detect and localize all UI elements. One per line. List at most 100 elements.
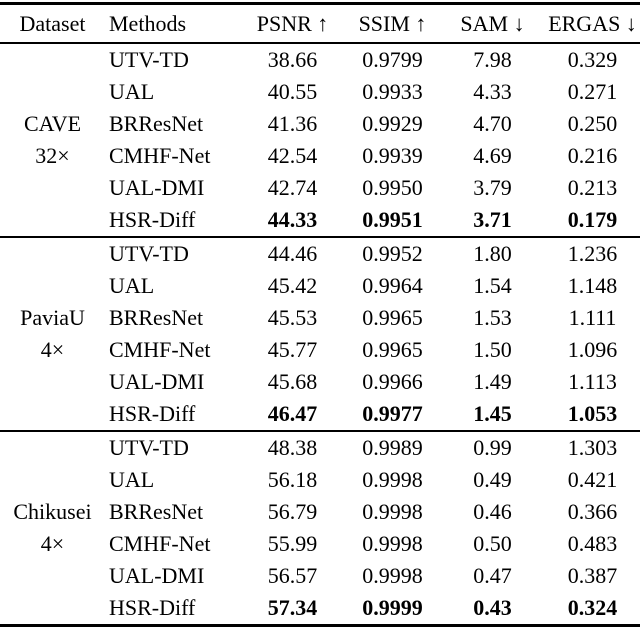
dataset-label-paviau: PaviaU 4×: [0, 237, 105, 431]
psnr-cell: 56.79: [267, 499, 318, 524]
method-cell: UAL: [109, 79, 155, 104]
psnr-cell: 46.47: [267, 401, 318, 426]
ssim-cell: 0.9929: [362, 111, 423, 136]
psnr-cell: 42.74: [267, 175, 318, 200]
group-chikusei: Chikusei 4× UTV-TD 48.38 0.9989 0.99 1.3…: [0, 431, 640, 626]
method-cell: HSR-Diff: [109, 207, 196, 232]
ssim-cell: 0.9989: [362, 435, 423, 460]
method-cell: UAL-DMI: [109, 563, 205, 588]
table-row-best: HSR-Diff 57.34 0.9999 0.43 0.324: [0, 592, 640, 626]
ssim-cell: 0.9966: [362, 369, 423, 394]
sam-cell: 3.79: [473, 175, 512, 200]
table-row: UAL 40.55 0.9933 4.33 0.271: [0, 76, 640, 108]
psnr-cell: 57.34: [267, 595, 318, 620]
ergas-cell: 0.250: [567, 111, 618, 136]
col-header-dataset: Dataset: [19, 10, 86, 36]
ssim-cell: 0.9965: [362, 305, 423, 330]
dataset-label-chikusei: Chikusei 4×: [0, 431, 105, 626]
table-row: UAL-DMI 42.74 0.9950 3.79 0.213: [0, 172, 640, 204]
dataset-scale: 4×: [40, 531, 65, 556]
ergas-cell: 0.271: [567, 79, 618, 104]
sam-cell: 1.50: [473, 337, 512, 362]
method-cell: UAL: [109, 273, 155, 298]
psnr-cell: 44.46: [267, 241, 318, 266]
col-header-ergas: ERGAS ↓: [548, 10, 637, 36]
ssim-cell: 0.9998: [362, 563, 423, 588]
psnr-cell: 55.99: [267, 531, 318, 556]
ergas-cell: 0.483: [567, 531, 618, 556]
ergas-cell: 0.324: [567, 595, 618, 620]
dataset-name: PaviaU: [20, 305, 85, 330]
table-row-best: HSR-Diff 44.33 0.9951 3.71 0.179: [0, 204, 640, 237]
col-header-ssim: SSIM ↑: [358, 10, 427, 36]
ssim-cell: 0.9939: [362, 143, 423, 168]
header-row: Dataset Methods PSNR ↑ SSIM ↑ SAM ↓ ERGA…: [0, 4, 640, 43]
ergas-cell: 0.421: [567, 467, 618, 492]
dataset-scale: 32×: [35, 143, 70, 168]
ssim-cell: 0.9998: [362, 467, 423, 492]
psnr-cell: 44.33: [267, 207, 318, 232]
sam-cell: 4.69: [473, 143, 512, 168]
table-row: CAVE 32× UTV-TD 38.66 0.9799 7.98 0.329: [0, 43, 640, 169]
psnr-cell: 45.53: [267, 305, 318, 330]
method-cell: HSR-Diff: [109, 401, 196, 426]
method-cell: HSR-Diff: [109, 595, 196, 620]
sam-cell: 7.98: [473, 47, 512, 72]
dataset-label-cave: CAVE 32×: [0, 43, 105, 237]
ergas-cell: 1.113: [568, 369, 617, 394]
method-cell: UAL: [109, 467, 155, 492]
ergas-cell: 0.216: [567, 143, 618, 168]
sam-cell: 1.80: [473, 241, 512, 266]
ergas-cell: 1.111: [568, 305, 617, 330]
table-row: BRResNet 56.79 0.9998 0.46 0.366: [0, 496, 640, 528]
ssim-cell: 0.9950: [362, 175, 423, 200]
table-row: BRResNet 41.36 0.9929 4.70 0.250: [0, 108, 640, 140]
ssim-cell: 0.9998: [362, 531, 423, 556]
sam-cell: 0.99: [473, 435, 512, 460]
ergas-cell: 1.053: [567, 401, 618, 426]
table-row: UAL-DMI 56.57 0.9998 0.47 0.387: [0, 560, 640, 592]
col-header-methods: Methods: [109, 10, 186, 36]
psnr-cell: 40.55: [267, 79, 318, 104]
method-cell: BRResNet: [109, 111, 204, 136]
ergas-cell: 0.329: [567, 47, 618, 72]
table-header: Dataset Methods PSNR ↑ SSIM ↑ SAM ↓ ERGA…: [0, 4, 640, 43]
ergas-cell: 0.366: [567, 499, 618, 524]
ssim-cell: 0.9799: [362, 47, 423, 72]
table-row: UAL 45.42 0.9964 1.54 1.148: [0, 270, 640, 302]
sam-cell: 1.45: [473, 401, 512, 426]
ergas-cell: 0.179: [567, 207, 618, 232]
psnr-cell: 45.42: [267, 273, 318, 298]
ergas-cell: 1.148: [567, 273, 618, 298]
sam-cell: 4.33: [473, 79, 512, 104]
ssim-cell: 0.9964: [362, 273, 423, 298]
sam-cell: 1.49: [473, 369, 512, 394]
dataset-name: CAVE: [23, 111, 82, 136]
psnr-cell: 56.18: [267, 467, 318, 492]
sam-cell: 0.50: [473, 531, 512, 556]
ssim-cell: 0.9999: [362, 595, 423, 620]
ssim-cell: 0.9965: [362, 337, 423, 362]
method-cell: UTV-TD: [109, 47, 189, 72]
psnr-cell: 56.57: [267, 563, 318, 588]
method-cell: UTV-TD: [109, 241, 189, 266]
method-cell: UAL-DMI: [109, 175, 205, 200]
col-header-psnr: PSNR ↑: [256, 10, 329, 36]
psnr-cell: 38.66: [267, 47, 318, 72]
table-row: UAL 56.18 0.9998 0.49 0.421: [0, 464, 640, 496]
psnr-cell: 45.68: [267, 369, 318, 394]
table-row: UAL-DMI 45.68 0.9966 1.49 1.113: [0, 366, 640, 398]
group-paviau: PaviaU 4× UTV-TD 44.46 0.9952 1.80 1.236…: [0, 237, 640, 431]
ergas-cell: 1.303: [567, 435, 618, 460]
ergas-cell: 1.096: [567, 337, 618, 362]
sam-cell: 0.46: [473, 499, 512, 524]
sam-cell: 3.71: [473, 207, 512, 232]
ergas-cell: 0.213: [567, 175, 618, 200]
group-cave: CAVE 32× UTV-TD 38.66 0.9799 7.98 0.329 …: [0, 43, 640, 237]
sam-cell: 0.43: [473, 595, 512, 620]
method-cell: UTV-TD: [109, 435, 189, 460]
ssim-cell: 0.9952: [362, 241, 423, 266]
col-header-sam: SAM ↓: [460, 10, 525, 36]
